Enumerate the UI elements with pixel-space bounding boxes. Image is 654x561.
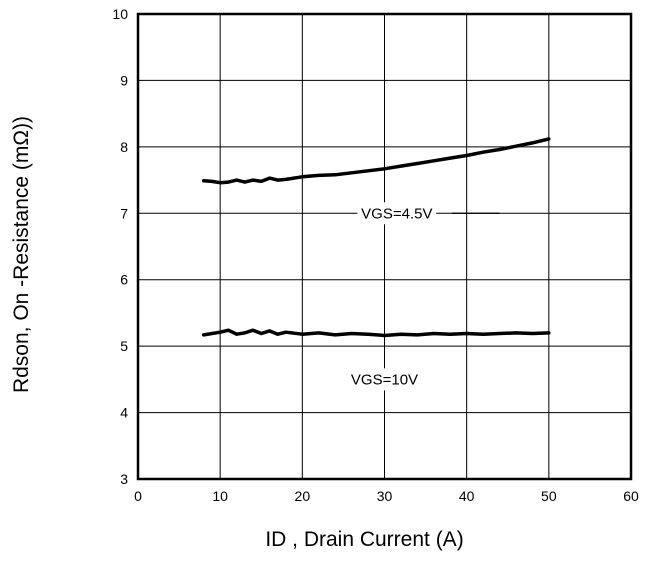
y-tick-label: 8 (120, 139, 128, 155)
y-tick-label: 4 (120, 405, 128, 421)
annotation-layer: VGS=4.5V VGS=10V (349, 202, 500, 391)
y-tick-label: 5 (120, 338, 128, 354)
series-layer (201, 137, 551, 338)
x-tick-label: 30 (377, 488, 393, 504)
x-tick-label: 10 (212, 488, 228, 504)
y-axis-label: Rdson, On -Resistance (mΩ)) (10, 116, 33, 393)
y-tick-label: 7 (120, 205, 128, 221)
series-annotation-label: VGS=10V (351, 371, 418, 388)
y-tick-label: 10 (112, 6, 128, 22)
series-line-1 (201, 328, 551, 338)
x-tick-label: 50 (541, 488, 557, 504)
plot-frame (136, 12, 633, 481)
y-tick-label: 3 (120, 471, 128, 487)
gridlines (138, 14, 631, 479)
series-line-0 (201, 137, 551, 185)
x-axis-label: ID , Drain Current (A) (265, 528, 463, 551)
x-tick-label: 60 (623, 488, 639, 504)
annotation-backdrop (349, 368, 420, 391)
x-tick-label: 0 (134, 488, 142, 504)
x-tick-label: 20 (295, 488, 311, 504)
series-annotation-label: VGS=4.5V (361, 205, 432, 222)
x-tick-label: 40 (459, 488, 475, 504)
annotation-backdrop (357, 202, 437, 225)
tick-labels: 0 10 20 30 40 50 60 3 4 5 6 7 8 9 10 (112, 6, 639, 504)
y-tick-label: 6 (120, 272, 128, 288)
y-tick-label: 9 (120, 72, 128, 88)
